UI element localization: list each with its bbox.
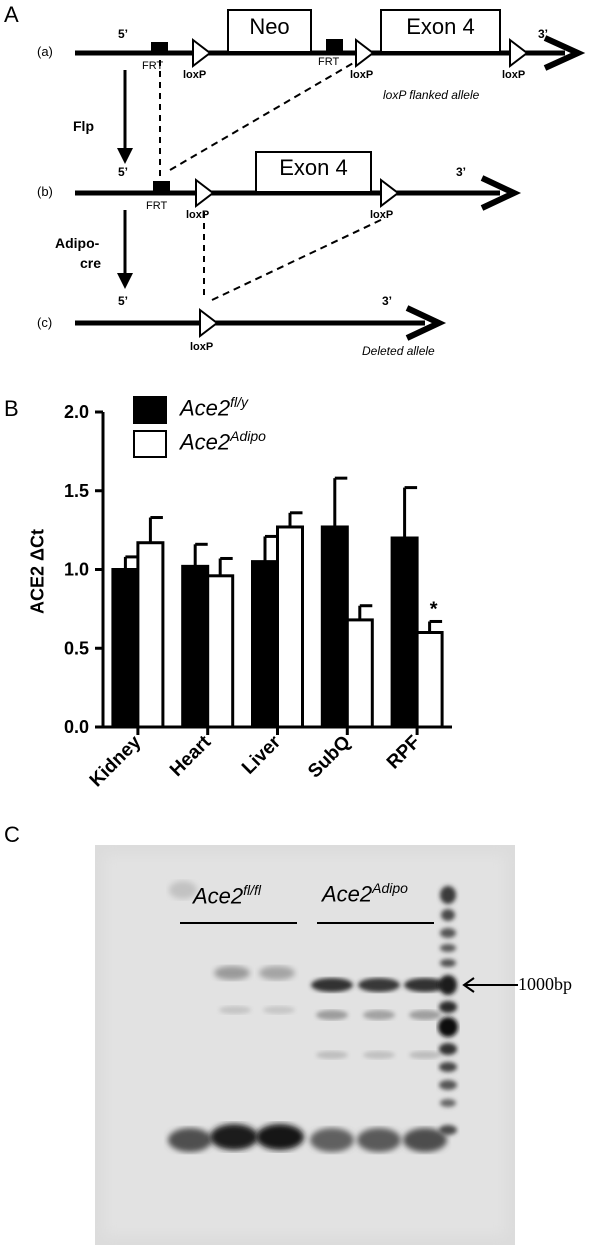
arrowhead-a	[543, 35, 586, 71]
bar-kidney-0	[111, 568, 140, 729]
marker-1000bp-label: 1000bp	[518, 974, 572, 994]
bar-heart-1	[206, 574, 235, 729]
loxp-label-b1: loxP	[186, 209, 210, 221]
legend-swatch-filled	[133, 396, 167, 424]
panel-c-letter: C	[4, 822, 20, 847]
cre-arrowhead	[117, 273, 133, 289]
frt-label-a2: FRT	[318, 56, 340, 68]
five-prime-a: 5’	[118, 27, 129, 41]
band-1000bp-lane5	[358, 978, 400, 992]
bar-kidney-1	[136, 541, 165, 729]
frt-label-a1: FRT	[142, 60, 164, 72]
bottom-band-lane2	[210, 1124, 258, 1150]
faint-band-lane2	[214, 966, 250, 980]
bar-heart-0	[181, 564, 210, 729]
three-prime-b: 3’	[456, 165, 467, 179]
neo-label: Neo	[249, 14, 290, 39]
allele-diagram	[75, 9, 586, 341]
row-label-b: (b)	[37, 184, 53, 199]
x-tick-label: RPF	[383, 732, 425, 774]
flp-label: Flp	[73, 118, 94, 134]
loxp-triangle-a2	[355, 37, 375, 69]
legend-label-fly: Ace2fl/y	[180, 394, 249, 421]
bottom-band-lane6	[403, 1128, 447, 1152]
three-prime-c: 3’	[382, 294, 393, 308]
neo-box	[227, 9, 312, 53]
five-prime-b: 5’	[118, 165, 129, 179]
bar-rpf-0	[390, 536, 419, 729]
x-tick-label: Heart	[166, 731, 216, 781]
frt-square-a1	[151, 42, 168, 55]
y-tick-label: 2.0	[64, 402, 89, 422]
flp-arrowhead	[117, 148, 133, 164]
loxp-label-b2: loxP	[370, 209, 394, 221]
bar-chart: 0.0 0.5 1.0 1.5 2.0 Kidney Heart Liver SubQ RPF *	[64, 402, 452, 791]
loxp-triangle-c	[199, 307, 219, 339]
bar-liver-1	[276, 525, 304, 729]
dash-diag-bc	[211, 217, 386, 301]
bottom-band-lane3	[256, 1124, 304, 1150]
loxp-label-a2: loxP	[350, 69, 374, 81]
loxp-triangle-a3	[509, 37, 529, 69]
three-prime-a: 3’	[538, 27, 549, 41]
y-tick-label: 0.0	[64, 717, 89, 737]
gel-image	[95, 845, 515, 1245]
band-1000bp-lane6	[404, 978, 446, 992]
row-label-c: (c)	[37, 315, 53, 330]
frt-label-b: FRT	[146, 200, 168, 212]
bar-subq-0	[320, 525, 349, 729]
bar-subq-1	[345, 618, 374, 729]
exon4-label-b: Exon 4	[279, 155, 348, 180]
exon4-box-a	[380, 9, 501, 53]
frt-square-b	[153, 181, 170, 194]
bar-liver-0	[251, 560, 279, 729]
marker-arrow	[462, 977, 518, 993]
arrowhead-c	[405, 305, 447, 341]
significance-asterisk: *	[430, 598, 438, 620]
gel-group-flfl-label: Ace2fl/fl	[193, 882, 262, 909]
loxp-label-a1: loxP	[183, 69, 207, 81]
loxp-triangle-b2	[380, 177, 400, 209]
panel-a-letter: A	[4, 2, 19, 27]
bar-rpf-1	[415, 631, 444, 729]
row-label-a: (a)	[37, 44, 53, 59]
y-tick-label: 1.5	[64, 481, 89, 501]
loxp-triangle-b1	[195, 177, 215, 209]
faint-band-lane3	[259, 966, 295, 980]
legend-label-adipo: Ace2Adipo	[180, 428, 266, 455]
frt-square-a2	[326, 39, 343, 52]
panel-b-letter: B	[4, 396, 19, 421]
y-tick-label: 1.0	[64, 560, 89, 580]
adipocre-label-1: Adipo-	[55, 235, 100, 251]
note-deleted-allele: Deleted allele	[362, 344, 435, 358]
exon4-label-a: Exon 4	[406, 14, 475, 39]
loxp-label-a3: loxP	[502, 69, 526, 81]
x-tick-label: SubQ	[304, 732, 355, 783]
dna-ladder	[438, 886, 458, 1135]
gel-group-adipo-label: Ace2Adipo	[322, 880, 408, 907]
bottom-band-lane1	[168, 1128, 212, 1152]
bottom-band-lane5	[357, 1128, 401, 1152]
loxp-triangle-a1	[192, 37, 212, 69]
five-prime-c: 5’	[118, 294, 129, 308]
band-1000bp-lane4	[311, 978, 353, 992]
exon4-box-b	[255, 151, 372, 193]
gel-group-flfl-line	[180, 922, 297, 924]
adipocre-label-2: cre	[80, 255, 102, 271]
note-flanked-allele: loxP flanked allele	[383, 88, 480, 102]
x-tick-label: Kidney	[86, 731, 146, 791]
x-tick-label: Liver	[238, 731, 285, 778]
y-tick-label: 0.5	[64, 638, 89, 658]
legend-swatch-open	[133, 430, 167, 458]
gel-group-adipo-line	[317, 922, 434, 924]
bottom-band-lane4	[310, 1128, 354, 1152]
arrowhead-b	[480, 175, 522, 211]
loxp-label-c: loxP	[190, 341, 214, 353]
